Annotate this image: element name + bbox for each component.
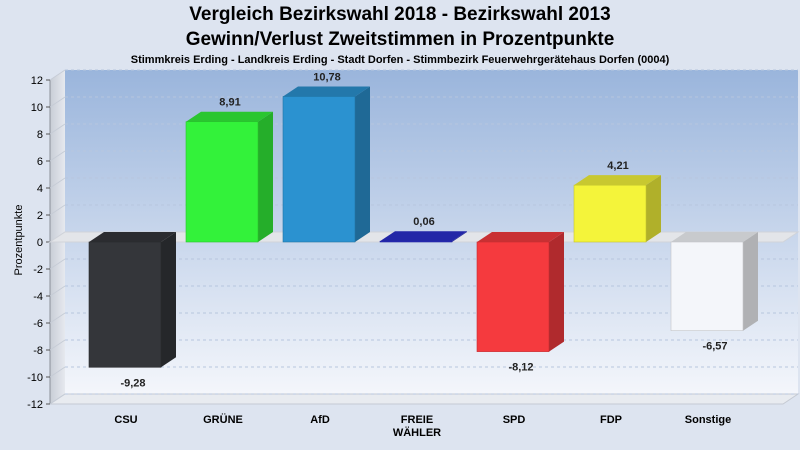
gridline-side [49, 258, 66, 270]
bar-top [380, 231, 467, 242]
gridline-side [49, 204, 66, 216]
data-label: -9,28 [120, 377, 145, 389]
x-tick-label: WÄHLER [393, 426, 441, 439]
data-label: 8,91 [219, 97, 240, 109]
x-tick-label: SPD [503, 414, 526, 426]
gridline-side [49, 366, 66, 378]
bar-front [185, 121, 259, 243]
bar-top [671, 232, 758, 242]
bar-side [452, 231, 467, 242]
y-tick-label: 0 [37, 237, 43, 249]
y-tick-label: -12 [27, 399, 43, 411]
bar-top [477, 232, 564, 242]
bar-6 [670, 232, 758, 331]
y-tick-label: 12 [31, 75, 43, 87]
gridline-side [49, 339, 66, 351]
bar-top [89, 232, 176, 242]
y-tick-label: -10 [27, 372, 43, 384]
bar-front [670, 241, 744, 331]
y-tick-label: -8 [33, 345, 43, 357]
bar-side [549, 232, 564, 352]
chart-subtitle: Stimmkreis Erding - Landkreis Erding - S… [130, 54, 670, 66]
y-tick-label: -2 [33, 264, 43, 276]
bar-side [355, 86, 370, 242]
gridline-side [49, 312, 66, 324]
x-tick-label: GRÜNE [203, 413, 243, 426]
gridline-side [49, 177, 66, 189]
y-tick-label: 10 [31, 102, 43, 114]
y-tick-label: 8 [37, 129, 43, 141]
y-tick-label: 6 [37, 156, 43, 168]
y-tick-label: -4 [33, 291, 43, 303]
gridline-side [49, 285, 66, 297]
bar-side [743, 232, 758, 331]
bar-front [476, 241, 550, 352]
bar-3 [379, 231, 467, 243]
bar-4 [476, 232, 564, 352]
bar-top [283, 86, 370, 97]
x-tick-label: Sonstige [685, 414, 731, 426]
data-label: -8,12 [508, 362, 533, 374]
gridline-side [49, 150, 66, 162]
bar-front [573, 184, 647, 243]
data-label: 4,21 [607, 160, 628, 172]
x-tick-label: FDP [600, 414, 622, 426]
y-tick-label: 4 [37, 183, 43, 195]
bar-top [574, 175, 661, 186]
gridline-side [49, 393, 66, 405]
bar-front [379, 240, 453, 243]
bar-5 [573, 175, 661, 243]
x-tick-label: FREIE [401, 414, 433, 426]
gridline-side [49, 123, 66, 135]
x-tick-label: CSU [114, 414, 137, 426]
gridline-side [49, 96, 66, 108]
plot-floor [48, 393, 800, 405]
bar-0 [88, 232, 176, 368]
bar-top [186, 111, 273, 122]
y-tick-label: -6 [33, 318, 43, 330]
bar-front [282, 96, 356, 243]
gridline-side [49, 69, 66, 81]
chart-title-2: Gewinn/Verlust Zweitstimmen in Prozentpu… [185, 29, 615, 50]
data-label: 10,78 [313, 71, 341, 83]
bar-side [258, 111, 273, 242]
bar-2 [282, 86, 370, 243]
data-label: -6,57 [702, 341, 727, 353]
bar-side [646, 175, 661, 242]
bar-1 [185, 111, 273, 243]
chart-title: Vergleich Bezirkswahl 2018 - Bezirkswahl… [189, 4, 611, 25]
data-label: 0,06 [413, 216, 434, 228]
y-tick-label: 2 [37, 210, 43, 222]
bar-side [161, 232, 176, 368]
bar-front [88, 241, 162, 368]
y-axis-label: Prozentpunkte [13, 205, 25, 276]
x-tick-label: AfD [310, 414, 330, 426]
